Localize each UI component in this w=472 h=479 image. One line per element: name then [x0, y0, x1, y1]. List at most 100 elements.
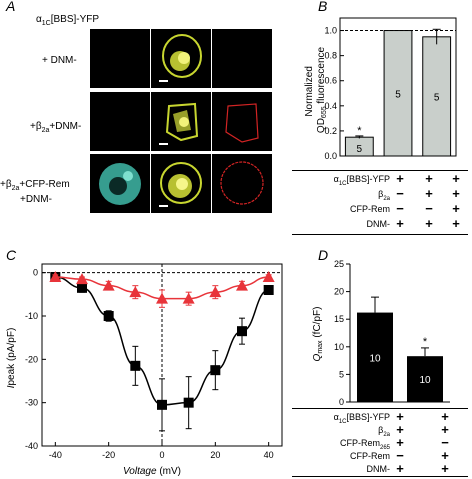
- data-point-square: [130, 360, 141, 371]
- table-sign: −: [441, 435, 449, 450]
- table-row-label: DNM-: [366, 464, 391, 474]
- n-label: 5: [357, 144, 363, 155]
- micrograph-r2-dnm: [212, 92, 272, 151]
- row-1-label: + DNM-: [42, 55, 77, 66]
- table-rule: [292, 234, 468, 235]
- table-sign: +: [425, 186, 433, 201]
- table-sign: +: [452, 216, 460, 231]
- scale-bar: [159, 205, 168, 207]
- table-sign: +: [425, 171, 433, 186]
- data-point-square: [157, 399, 167, 410]
- cell-cfp-image: [99, 163, 141, 205]
- micrograph-r1-dnm: [212, 29, 272, 88]
- y-tick-label: 15: [334, 314, 344, 324]
- panel-d-letter: D: [318, 247, 329, 263]
- y-tick-label: 0: [339, 397, 344, 407]
- construct-suffix: [BBS]-YFP: [50, 14, 100, 25]
- panel-c-letter: C: [6, 247, 17, 263]
- table-sign: +: [441, 409, 449, 424]
- y-tick-label: 0.8: [324, 51, 337, 61]
- table-rule: [292, 170, 468, 171]
- x-tick-label: -40: [49, 450, 62, 460]
- table-rule: [292, 476, 468, 477]
- panel-a-construct-label: α1C[BBS]-YFP: [36, 14, 99, 27]
- y-tick-label: 0.4: [324, 101, 337, 111]
- data-point-triangle: [102, 279, 115, 291]
- table-sign: +: [396, 409, 404, 424]
- construct-prefix: α: [36, 14, 42, 25]
- table-sign: +: [452, 186, 460, 201]
- bar: [422, 36, 452, 157]
- y-tick-label: 25: [334, 259, 344, 269]
- table-sign: −: [396, 448, 404, 463]
- bar: [357, 312, 393, 402]
- data-point-triangle: [262, 271, 275, 282]
- y-tick-label: 0.6: [324, 76, 337, 86]
- chart-b-ylabel: Normalized QD655 fluorescence: [304, 46, 328, 133]
- chart-d-plot-area: 0 5 10 15 20 25 10 10 *: [334, 259, 450, 407]
- data-point-triangle: [76, 273, 88, 285]
- y-tick-label: 0.0: [324, 151, 337, 161]
- table-sign: +: [396, 171, 404, 186]
- table-row-label: DNM-: [366, 219, 391, 229]
- data-point-triangle: [182, 292, 195, 304]
- x-tick-label: 20: [210, 450, 220, 460]
- table-row-label: α1C[BBS]-YFP: [333, 174, 390, 187]
- data-point-triangle: [156, 292, 168, 304]
- n-label: 5: [434, 92, 440, 103]
- data-point-square: [263, 285, 274, 295]
- table-row-label: β2a: [378, 425, 390, 438]
- x-tick-label: -20: [102, 450, 115, 460]
- table-sign: +: [452, 201, 460, 216]
- table-sign: +: [396, 461, 404, 476]
- chart-c-xlabel: Voltage (mV): [123, 466, 181, 477]
- table-rule: [292, 408, 468, 409]
- y-tick-label: -20: [25, 354, 38, 364]
- panel-a-letter: A: [6, 0, 16, 14]
- chart-b: Normalized QD655 fluorescence 0.00.20.40…: [304, 17, 457, 161]
- row-3-label-line1: +β2a+CFP-Rem: [0, 179, 70, 192]
- scale-bar: [159, 80, 168, 82]
- data-point-square: [183, 397, 194, 408]
- y-tick-label: 20: [334, 287, 344, 297]
- data-point-triangle: [129, 286, 142, 298]
- construct-sub: 1C: [41, 20, 51, 27]
- data-point-triangle: [49, 271, 62, 282]
- y-tick-label: -30: [25, 398, 38, 408]
- data-point-triangle: [236, 279, 248, 291]
- y-tick-label: 1.0: [324, 26, 337, 36]
- table-sign: −: [396, 201, 404, 216]
- x-tick-label: 0: [159, 450, 164, 460]
- table-sign: +: [396, 216, 404, 231]
- chart-c-ylabel: Ipeak (pA/pF): [6, 328, 17, 389]
- panel-b-letter: B: [318, 0, 328, 14]
- table-sign: +: [441, 422, 449, 437]
- cell-yfp-image: [162, 34, 202, 78]
- table-row-label: CFP-Rem: [350, 451, 390, 461]
- y-tick-label: 0: [33, 268, 38, 278]
- data-point-square: [210, 365, 221, 376]
- micrograph-r1-cfp: [90, 29, 150, 88]
- cell-yfp-image: [165, 102, 199, 142]
- table-row-label: α1C[BBS]-YFP: [333, 412, 390, 425]
- y-tick-label: 10: [334, 342, 344, 352]
- cell-dnm-image: [220, 161, 264, 205]
- micrograph-r1-yfp: [151, 29, 211, 88]
- chart-d-ylabel: Qmax (fC/pF): [312, 307, 324, 362]
- bar: [383, 30, 413, 157]
- table-sign: +: [425, 216, 433, 231]
- n-label: 10: [419, 375, 431, 386]
- chart-c: Ipeak (pA/pF) Voltage (mV) 0 -10 -20 -30 -40…: [6, 263, 283, 477]
- table-row-label: β2a: [378, 189, 390, 202]
- row-2-label: +β2a+DNM-: [30, 121, 82, 134]
- micrograph-r3-yfp: [151, 154, 211, 213]
- data-point-square: [237, 326, 247, 337]
- chart-c-plot-area: 0 -10 -20 -30 -40 -40 -20 0 20 40: [25, 263, 283, 460]
- chart-b-plot-area: 0.0 0.2 0.4 0.6 0.8 1.0 5 * 5 5: [324, 17, 457, 161]
- micrograph-r2-cfp: [90, 92, 150, 151]
- table-sign: +: [452, 171, 460, 186]
- bar: [407, 356, 443, 402]
- micrograph-r3-dnm: [212, 154, 272, 213]
- x-tick-label: 40: [264, 450, 274, 460]
- significance-mark: *: [423, 336, 428, 348]
